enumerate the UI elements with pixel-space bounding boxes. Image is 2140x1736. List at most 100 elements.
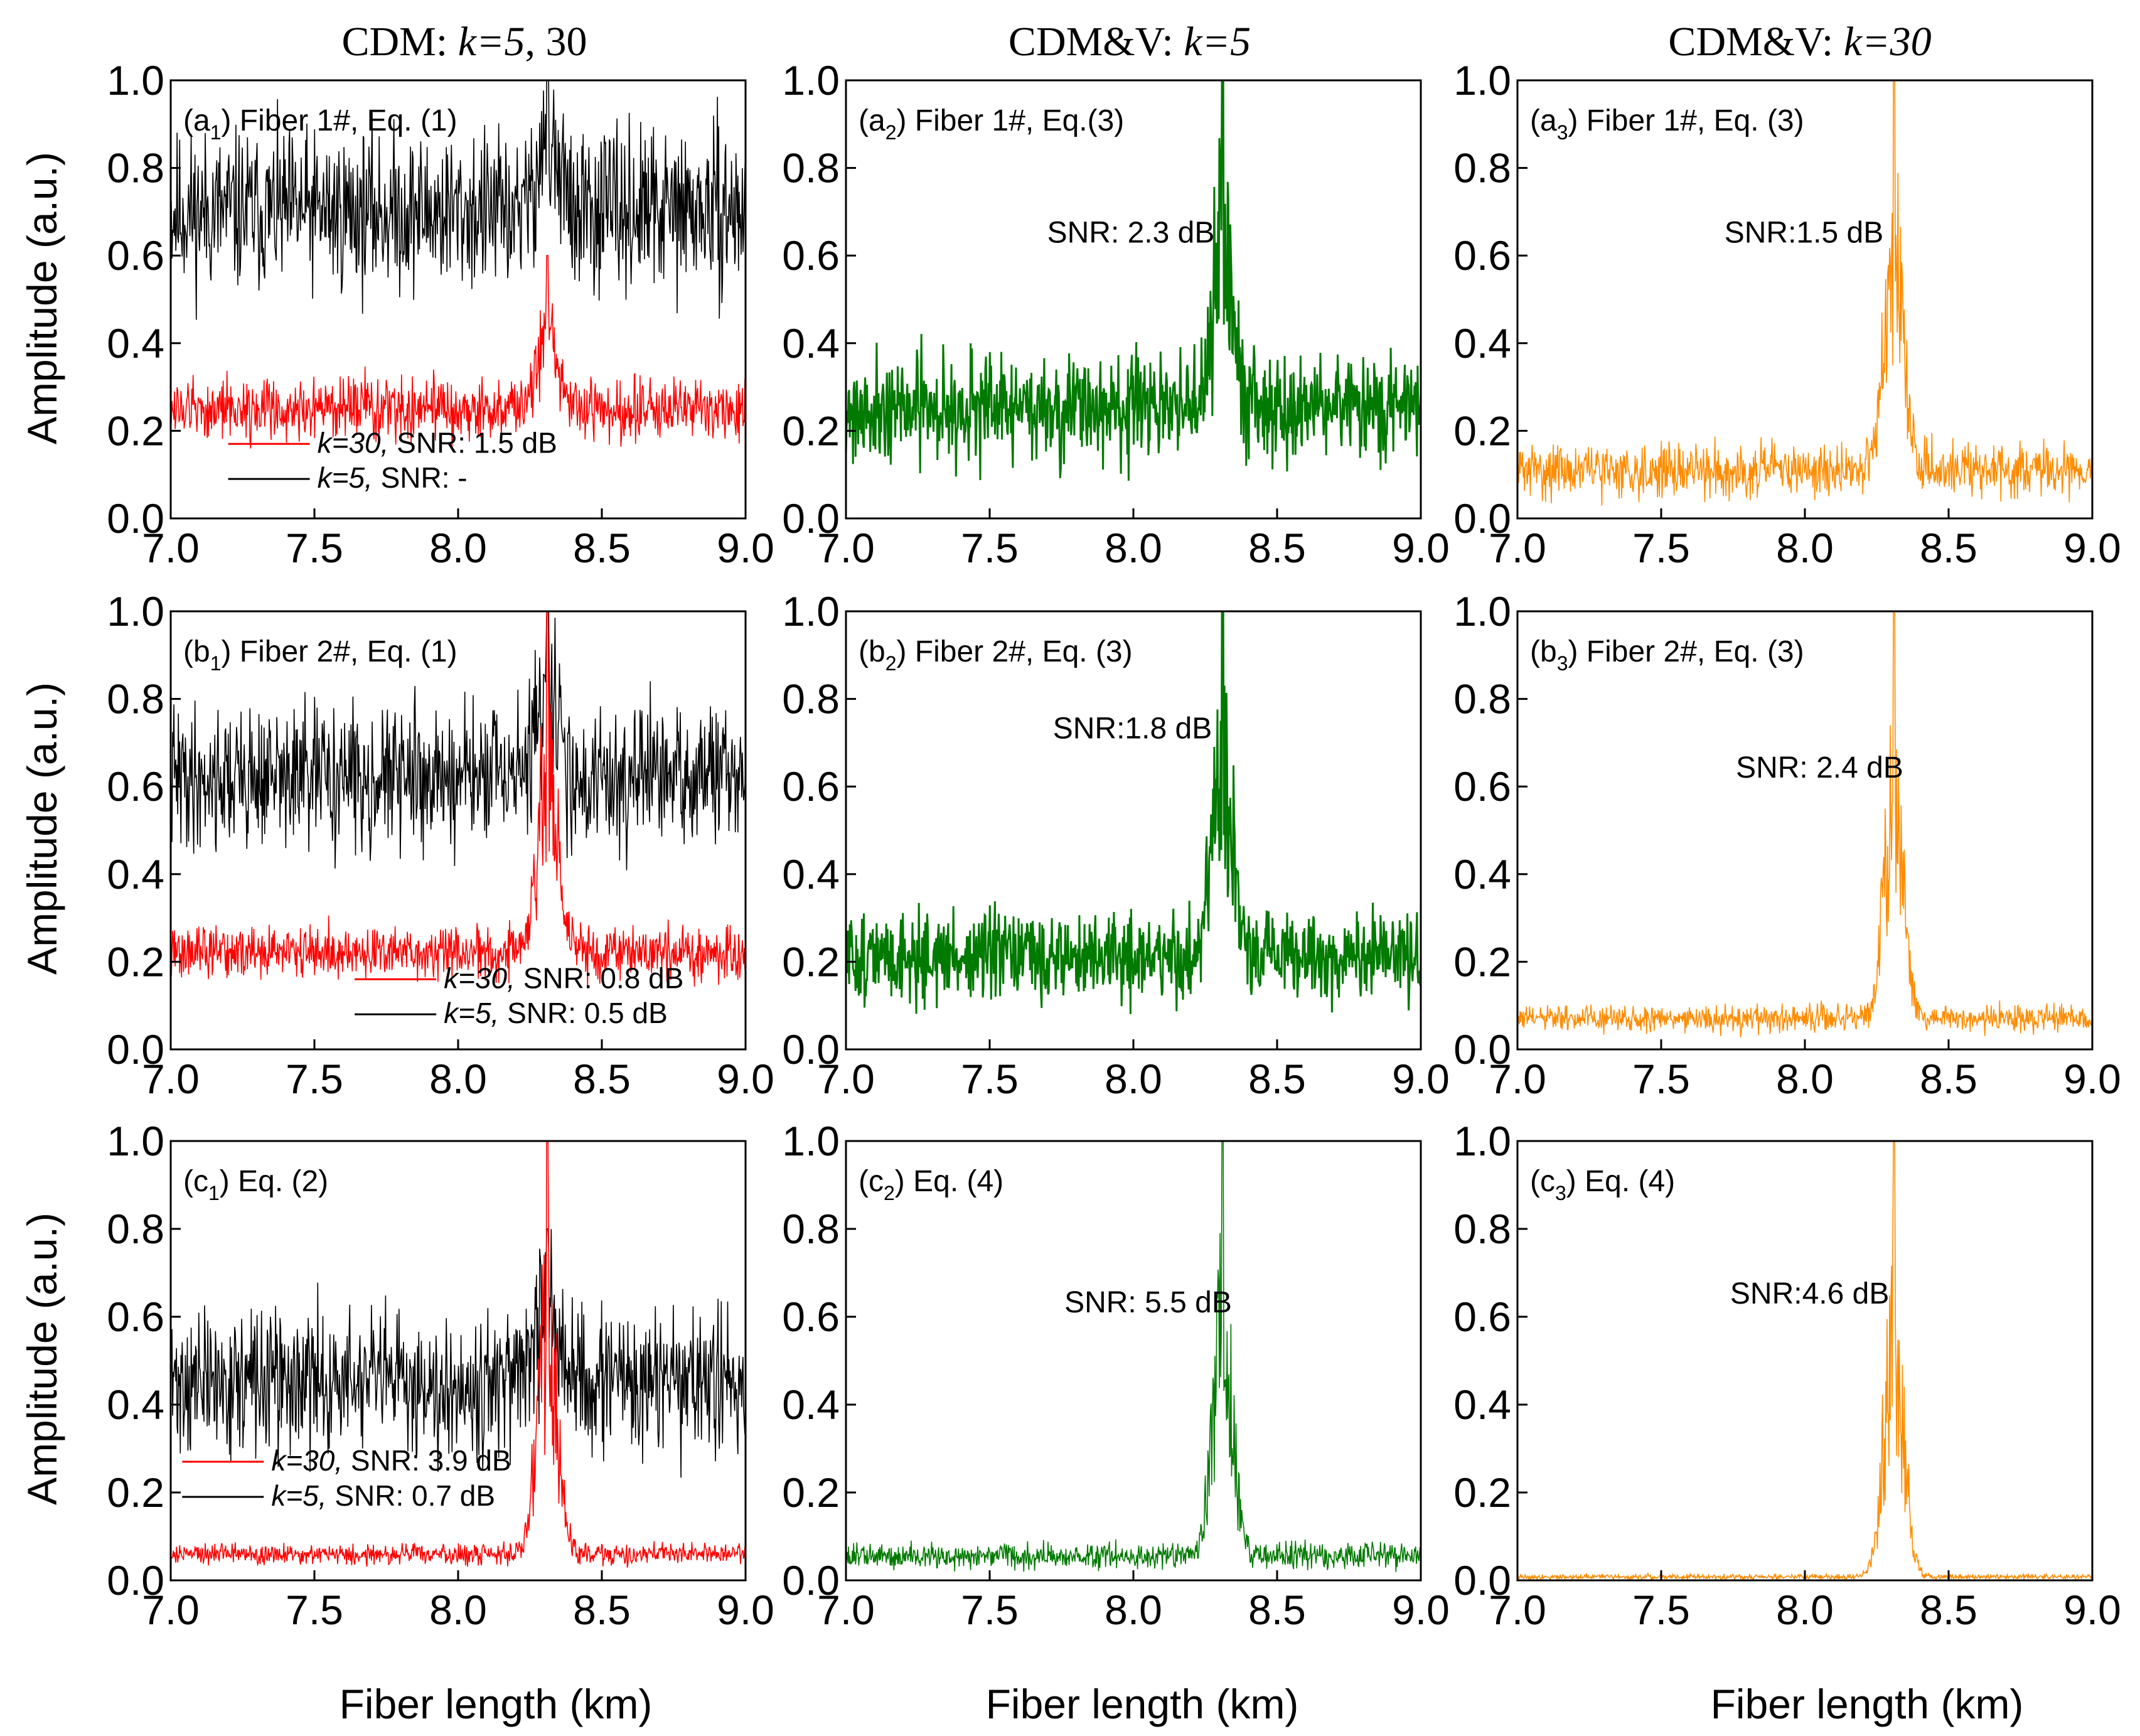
- y-tick-label: 0.8: [107, 1206, 164, 1252]
- y-tick-label: 0.6: [782, 1294, 840, 1340]
- y-tick-label: 0.0: [107, 1557, 164, 1604]
- y-tick-label: 1.0: [107, 1118, 164, 1164]
- panel-b1: 7.0 7.5 8.0 8.5 9.0 0.0 0.2 0.4 0.6 0.8 1.0 (b1) Fi…: [107, 588, 774, 1102]
- series-line-b1-k-30: [171, 611, 746, 988]
- x-tick-label: 9.0: [717, 1056, 774, 1102]
- y-tick-label: 0.8: [1453, 676, 1511, 722]
- x-tick-label: 9.0: [2063, 1056, 2121, 1102]
- panel-c1: 7.0 7.5 8.0 8.5 9.0 0.0 0.2 0.4 0.6 0.8 1.0 (c1) Eq…: [107, 1118, 774, 1633]
- x-tick-label: 8.0: [1776, 525, 1834, 571]
- panel-label-c2: (c2) Eq. (4): [859, 1165, 1003, 1204]
- y-tick-label: 1.0: [1453, 1118, 1511, 1164]
- legend-entry-b1-1: k=5, SNR: 0.5 dB: [444, 997, 668, 1029]
- snr-annotation-b3: SNR: 2.4 dB: [1736, 751, 1903, 785]
- xlabel-col-1: Fiber length (km): [340, 1681, 653, 1727]
- y-tick-label: 0.4: [107, 320, 164, 367]
- y-tick-label: 1.0: [782, 57, 840, 104]
- plot-frame: [1516, 1140, 2094, 1582]
- snr-annotation-c3: SNR:4.6 dB: [1730, 1277, 1889, 1310]
- panel-label-a3: (a3) Fiber 1#, Eq. (3): [1530, 104, 1804, 144]
- y-tick-label: 0.6: [107, 763, 164, 810]
- x-tick-label: 9.0: [2063, 1587, 2121, 1633]
- series-line-b3-cdm-v-k-30: [1517, 611, 2092, 1038]
- y-tick-label: 0.8: [782, 145, 840, 191]
- x-tick-label: 7.5: [286, 525, 343, 571]
- y-tick-label: 0.8: [1453, 1206, 1511, 1252]
- y-tick-label: 0.4: [107, 1381, 164, 1428]
- panel-b3: 7.0 7.5 8.0 8.5 9.0 0.0 0.2 0.4 0.6 0.8 1.0 (b3) Fi…: [1453, 588, 2121, 1102]
- y-tick-label: 0.0: [1453, 495, 1511, 542]
- ylabel-row-3: Amplitude (a.u.): [19, 1213, 65, 1505]
- panel-a3: 7.0 7.5 8.0 8.5 9.0 0.0 0.2 0.4 0.6 0.8 1.0 (a3) Fi…: [1453, 57, 2121, 571]
- x-tick-label: 7.0: [1489, 1587, 1546, 1633]
- x-tick-label: 8.0: [429, 525, 487, 571]
- y-tick-label: 0.2: [782, 407, 840, 454]
- x-tick-label: 7.5: [1632, 525, 1690, 571]
- series-line-c3-cdm-v-k-30: [1517, 1141, 2092, 1580]
- legend-entry-a1-1: k=5, SNR: -: [318, 461, 468, 494]
- x-tick-label: 7.5: [286, 1056, 343, 1102]
- y-tick-label: 0.6: [782, 232, 840, 279]
- column-title-2: CDM&V: k=5: [1008, 19, 1251, 65]
- y-tick-label: 0.0: [107, 495, 164, 542]
- panel-a2: 7.0 7.5 8.0 8.5 9.0 0.0 0.2 0.4 0.6 0.8 1.0 (a2) Fi…: [782, 57, 1450, 571]
- x-tick-label: 9.0: [1392, 1587, 1450, 1633]
- y-tick-label: 1.0: [107, 57, 164, 104]
- x-tick-label: 9.0: [717, 1587, 774, 1633]
- x-tick-label: 7.0: [817, 525, 875, 571]
- x-tick-label: 7.5: [1632, 1056, 1690, 1102]
- plot-frame: [1516, 610, 2094, 1051]
- legend-entry-c1-0: k=30, SNR: 3.9 dB: [271, 1444, 511, 1477]
- x-tick-label: 7.5: [1632, 1587, 1690, 1633]
- x-tick-label: 8.5: [1248, 1587, 1306, 1633]
- x-tick-label: 8.5: [573, 1056, 631, 1102]
- x-tick-label: 8.0: [1105, 525, 1162, 571]
- y-tick-label: 0.4: [107, 851, 164, 897]
- panel-b2: 7.0 7.5 8.0 8.5 9.0 0.0 0.2 0.4 0.6 0.8 1.0 (b2) Fi…: [782, 588, 1450, 1102]
- y-tick-label: 0.8: [782, 1206, 840, 1252]
- x-tick-label: 8.5: [1920, 1056, 1977, 1102]
- x-tick-label: 8.5: [573, 525, 631, 571]
- y-tick-label: 0.2: [1453, 938, 1511, 985]
- snr-annotation-a3: SNR:1.5 dB: [1725, 216, 1883, 249]
- legend-entry-a1-0: k=30, SNR: 1.5 dB: [318, 426, 557, 459]
- y-tick-label: 0.4: [782, 851, 840, 897]
- panel-c2: 7.0 7.5 8.0 8.5 9.0 0.0 0.2 0.4 0.6 0.8 1.0 (c2) Eq…: [782, 1118, 1450, 1633]
- legend-entry-c1-1: k=5, SNR: 0.7 dB: [271, 1479, 495, 1512]
- x-tick-label: 8.0: [1776, 1587, 1834, 1633]
- series-line-a3-cdm-v-k-30: [1517, 80, 2092, 506]
- plot-frame: [845, 79, 1422, 520]
- y-tick-label: 0.4: [1453, 1381, 1511, 1428]
- y-tick-label: 0.0: [1453, 1026, 1511, 1073]
- x-tick-label: 7.0: [817, 1056, 875, 1102]
- series-line-c1-k-30: [171, 1141, 746, 1568]
- snr-annotation-b2: SNR:1.8 dB: [1053, 712, 1212, 745]
- panel-label-c3: (c3) Eq. (4): [1530, 1165, 1675, 1204]
- panel-c3: 7.0 7.5 8.0 8.5 9.0 0.0 0.2 0.4 0.6 0.8 1.0 (c3) Eq…: [1453, 1118, 2121, 1633]
- y-tick-label: 0.2: [107, 1469, 164, 1516]
- y-tick-label: 0.0: [1453, 1557, 1511, 1604]
- panel-label-c1: (c1) Eq. (2): [183, 1165, 328, 1204]
- y-tick-label: 0.0: [107, 1026, 164, 1073]
- panel-label-b3: (b3) Fiber 2#, Eq. (3): [1530, 635, 1804, 675]
- x-tick-label: 8.5: [1920, 1587, 1977, 1633]
- y-tick-label: 0.8: [107, 145, 164, 191]
- x-tick-label: 8.5: [1248, 525, 1306, 571]
- ylabel-row-1: Amplitude (a.u.): [19, 152, 65, 444]
- y-tick-label: 0.4: [782, 320, 840, 367]
- y-tick-label: 0.2: [782, 1469, 840, 1516]
- y-tick-label: 0.6: [107, 1294, 164, 1340]
- series-line-a1-k-30: [171, 255, 746, 449]
- x-tick-label: 7.5: [286, 1587, 343, 1633]
- x-tick-label: 8.5: [1920, 525, 1977, 571]
- panel-label-b2: (b2) Fiber 2#, Eq. (3): [859, 635, 1133, 675]
- column-title-1: CDM: k=5, 30: [341, 19, 587, 65]
- x-tick-label: 9.0: [2063, 525, 2121, 571]
- ylabel-row-2: Amplitude (a.u.): [19, 682, 65, 975]
- y-tick-label: 0.6: [107, 232, 164, 279]
- panel-a1: 7.0 7.5 8.0 8.5 9.0 0.0 0.2 0.4 0.6 0.8 1.0 (a1) Fi…: [107, 57, 774, 571]
- x-tick-label: 9.0: [717, 525, 774, 571]
- x-tick-label: 9.0: [1392, 1056, 1450, 1102]
- y-tick-label: 0.4: [1453, 851, 1511, 897]
